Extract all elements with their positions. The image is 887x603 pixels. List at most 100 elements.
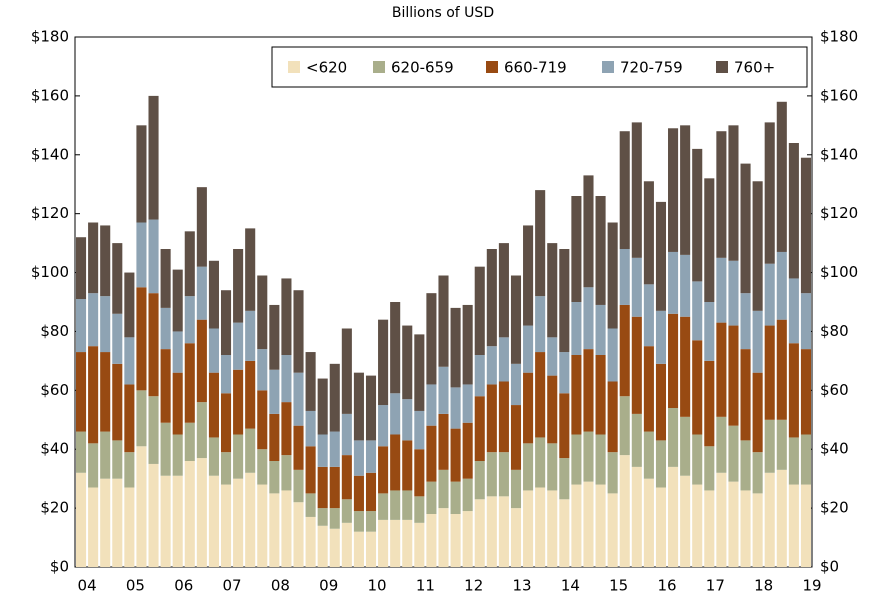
bar-segment xyxy=(233,322,244,370)
legend-label: 660-719 xyxy=(504,59,567,77)
bar-segment xyxy=(752,181,763,311)
bar-segment xyxy=(365,531,377,567)
bar-segment xyxy=(800,293,811,350)
y-tick-label: $140 xyxy=(31,145,69,163)
bar-segment xyxy=(233,369,244,435)
bar-segment xyxy=(438,413,449,470)
bar-segment xyxy=(148,396,159,464)
bar-segment xyxy=(196,458,207,567)
bar-segment xyxy=(136,287,147,391)
bar-segment xyxy=(631,316,642,414)
bar-segment xyxy=(148,95,159,220)
bar-segment xyxy=(426,384,437,426)
bar-segment xyxy=(281,455,292,491)
bar-segment xyxy=(740,349,751,441)
bar-segment xyxy=(764,122,775,264)
bar-segment xyxy=(257,349,268,391)
bar-segment xyxy=(547,443,558,491)
bar-segment xyxy=(220,393,232,453)
bar-segment xyxy=(136,222,147,288)
bar-segment xyxy=(414,496,425,523)
bar-segment xyxy=(426,481,437,514)
bar-segment xyxy=(619,131,630,249)
bar-segment xyxy=(655,363,667,441)
y-tick-label: $0 xyxy=(50,558,69,576)
bar-segment xyxy=(148,293,159,397)
bar-segment xyxy=(76,237,87,300)
bar-segment xyxy=(655,310,667,364)
bar-segment xyxy=(692,434,703,485)
bar-segment xyxy=(474,396,485,461)
bar-segment xyxy=(414,334,425,411)
bar-segment xyxy=(317,466,328,509)
bar-segment xyxy=(402,440,413,491)
bar-segment xyxy=(245,472,256,567)
bar-segment xyxy=(740,440,751,491)
bar-segment xyxy=(788,343,799,438)
bar-segment xyxy=(196,319,207,403)
bar-segment xyxy=(124,384,135,453)
bar-segment xyxy=(716,257,727,323)
y2-tick-label: $120 xyxy=(820,204,858,222)
x-tick-label: 16 xyxy=(657,577,676,595)
bar-segment xyxy=(535,352,546,438)
bar-segment xyxy=(752,372,763,453)
bar-segment xyxy=(281,402,292,456)
bar-segment xyxy=(426,293,437,385)
bar-segment xyxy=(293,290,304,373)
bar-segment xyxy=(220,452,232,485)
y-tick-label: $60 xyxy=(40,381,69,399)
bar-segment xyxy=(341,328,352,414)
bar-segment xyxy=(619,249,630,305)
bar-segment xyxy=(88,222,99,294)
bar-segment xyxy=(462,384,473,423)
bar-segment xyxy=(353,440,364,476)
bar-segment xyxy=(680,416,691,476)
bar-segment xyxy=(112,363,123,441)
bar-segment xyxy=(245,228,256,311)
bar-segment xyxy=(245,360,256,429)
bar-segment xyxy=(523,225,534,326)
bar-segment xyxy=(208,260,219,329)
bar-segment xyxy=(510,469,522,509)
bar-segment xyxy=(728,425,739,482)
bar-segment xyxy=(692,340,703,435)
bar-segment xyxy=(414,449,425,497)
bar-segment xyxy=(776,101,787,252)
bar-segment xyxy=(390,302,401,394)
x-tick-label: 08 xyxy=(271,577,290,595)
bar-segment xyxy=(607,381,618,453)
bar-segment xyxy=(136,446,147,567)
bar-segment xyxy=(160,422,171,476)
bar-segment xyxy=(245,428,256,473)
y2-tick-label: $100 xyxy=(820,263,858,281)
bar-segment xyxy=(547,375,558,444)
x-tick-label: 15 xyxy=(609,577,628,595)
y2-tick-label: $40 xyxy=(820,440,849,458)
bar-segment xyxy=(571,355,582,435)
bar-segment xyxy=(595,304,606,355)
bar-segment xyxy=(643,346,654,432)
bar-segment xyxy=(668,313,679,408)
bar-segment xyxy=(293,469,304,503)
bar-segment xyxy=(353,511,364,532)
bar-segment xyxy=(631,122,642,258)
bar-segment xyxy=(353,475,364,512)
x-tick-label: 12 xyxy=(464,577,483,595)
bar-segment xyxy=(752,493,763,567)
bar-segment xyxy=(414,522,425,567)
bar-segment xyxy=(740,490,751,567)
bar-segment xyxy=(220,484,232,567)
bar-segment xyxy=(728,325,739,426)
bar-segment xyxy=(390,490,401,520)
y2-tick-label: $0 xyxy=(820,558,839,576)
bar-segment xyxy=(196,266,207,320)
bar-segment xyxy=(353,372,364,441)
bar-segment xyxy=(535,296,546,353)
bar-segment xyxy=(160,307,171,350)
bar-segment xyxy=(571,302,582,355)
bar-segment xyxy=(184,231,195,297)
bar-segment xyxy=(341,413,352,456)
bar-segment xyxy=(800,434,811,485)
bar-segment xyxy=(208,372,219,438)
